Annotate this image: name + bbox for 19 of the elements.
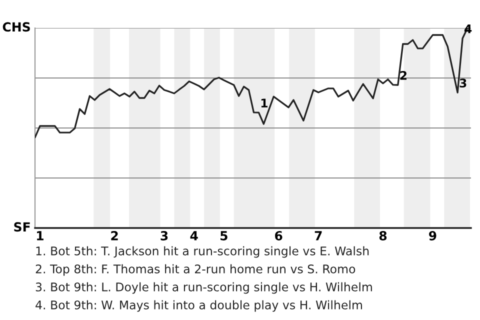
x-tick-label: 3 xyxy=(160,231,168,240)
text: 4. Bot 9th: W. Mays hit into a double play vs H. Wilhelm xyxy=(36,300,362,312)
text: SF xyxy=(14,222,30,232)
x-tick-label: 5 xyxy=(220,231,228,240)
x-tick-label: 9 xyxy=(429,231,436,240)
text: 3. Bot 9th: L. Doyle hit a run-scoring single vs H. Wilhelm xyxy=(36,282,372,294)
text: 1. Bot 5th: T. Jackson hit a run-scoring single vs E. Walsh xyxy=(36,246,369,258)
annotation: 1 xyxy=(261,98,268,108)
text: CHS xyxy=(2,22,30,32)
annotation: 3 xyxy=(460,78,466,88)
x-tick-label: 4 xyxy=(190,231,198,240)
x-tick-label: 7 xyxy=(314,231,322,240)
x-tick-label: 2 xyxy=(111,231,118,240)
x-tick-label: 6 xyxy=(275,231,282,240)
text: 2. Top 8th: F. Thomas hit a 2-run home run vs S. Romo xyxy=(36,264,356,276)
annotation: 4 xyxy=(464,24,472,34)
x-tick-label: 8 xyxy=(379,231,387,240)
x-tick-label: 1 xyxy=(37,231,44,240)
annotation: 2 xyxy=(400,71,406,80)
